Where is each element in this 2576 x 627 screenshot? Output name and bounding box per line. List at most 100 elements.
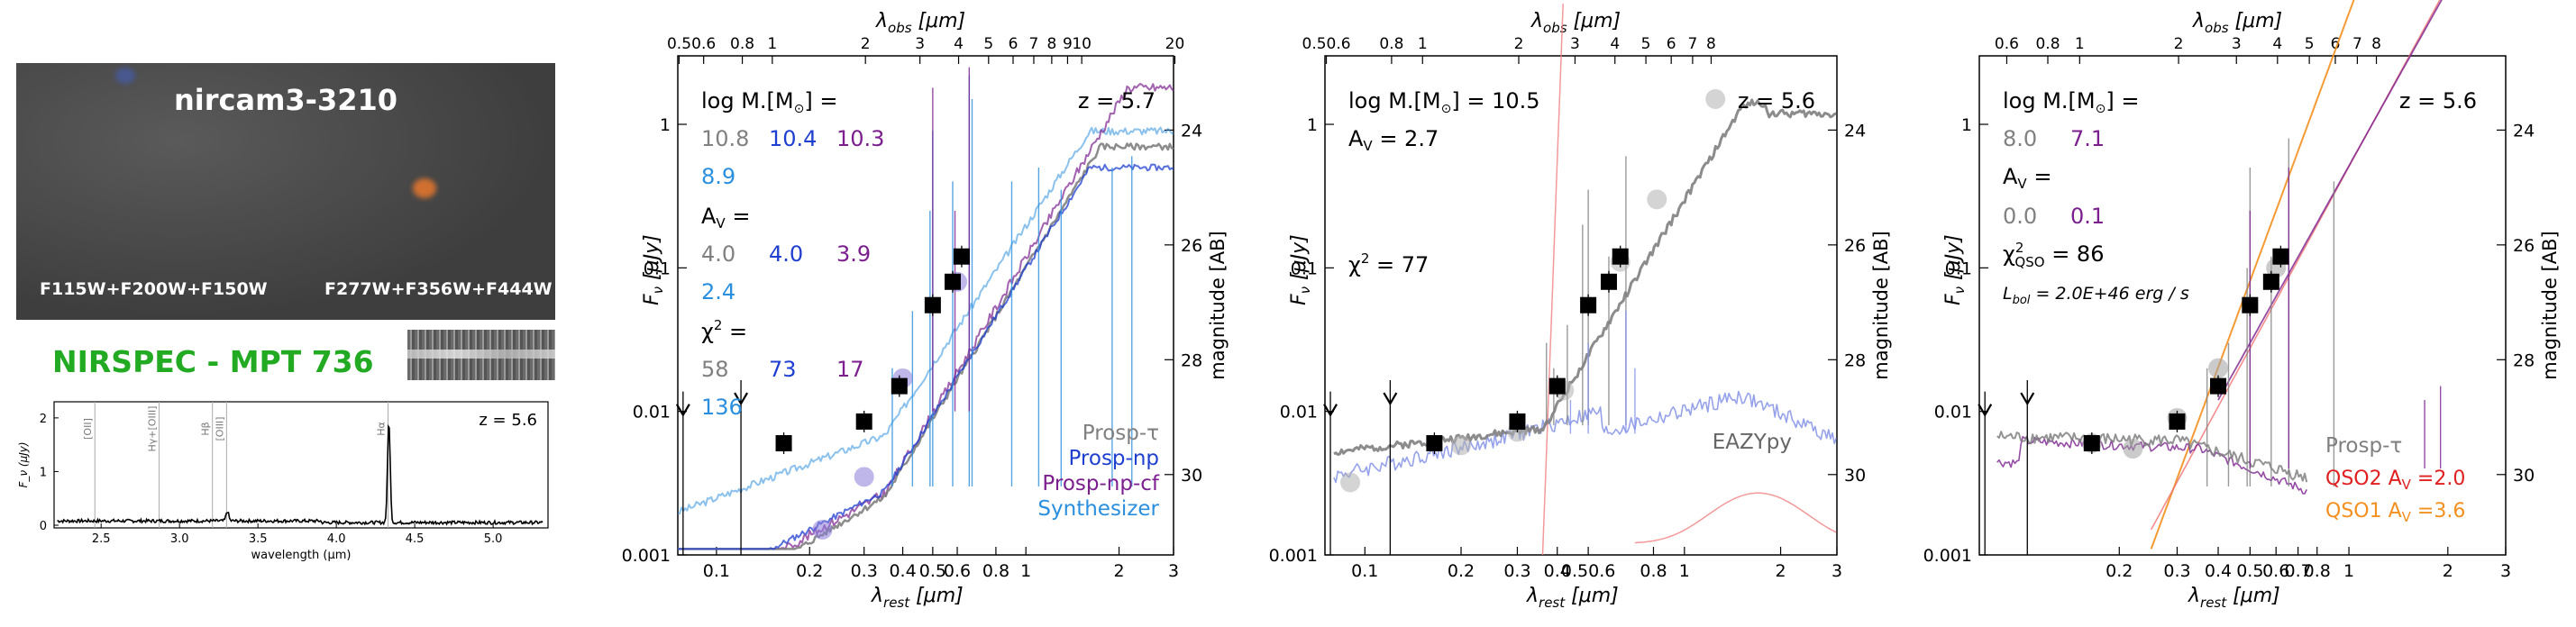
x-tick-label: 2 (2443, 561, 2453, 581)
x-tick-label: 0.3 (851, 561, 878, 581)
spectrum-y-tick-label: 2 (40, 413, 47, 426)
right-y-tick-label: 24 (1181, 121, 1202, 141)
photometry-point (924, 296, 941, 314)
top-x-tick-label: 7 (1029, 35, 1039, 53)
best-fit-sed-curve (1333, 98, 1837, 456)
top-x-tick-label: 2 (861, 35, 871, 53)
y-tick-label: 0.1 (1291, 259, 1318, 278)
photometry-point (1612, 248, 1629, 265)
x-tick-label: 0.50.6 (1561, 561, 1615, 581)
right-y-tick-label: 24 (2513, 121, 2535, 141)
model-point (812, 519, 833, 540)
model-point (2167, 407, 2188, 428)
chi-label: χ2 = 77 (1348, 250, 1429, 277)
legend-entry: Prosp-τ (1082, 422, 1159, 445)
spectrum-xlabel: wavelength (μm) (251, 549, 352, 562)
top-x-axis-label: λobs [μm] (875, 10, 965, 36)
mass-value: 8.9 (701, 164, 735, 189)
model-point (2081, 433, 2102, 454)
chi-label: χ2 QSO = 86 (2003, 240, 2104, 270)
x-tick-label: 1 (1679, 561, 1690, 581)
nircam-image-panel: nircam3-3210 F115W+F200W+F150W F277W+F35… (16, 63, 555, 320)
chi-value: 73 (769, 357, 797, 382)
spectrum-x-tick-label: 4.5 (406, 532, 425, 546)
eazypy-curve (1333, 390, 1838, 484)
x-tick-label: 0.2 (796, 561, 823, 581)
photometry-point (2272, 248, 2289, 265)
top-x-tick-label: 10 (1072, 35, 1092, 53)
av-label: AV = 2.7 (1348, 126, 1439, 154)
photometry-point (775, 435, 792, 452)
emission-line-label: Hβ (200, 422, 212, 435)
model-point (1705, 88, 1726, 109)
source-blob (413, 178, 436, 198)
model-point (2266, 258, 2287, 278)
chi-value: 58 (701, 357, 729, 382)
x-tick-label: 0.3 (1503, 561, 1530, 581)
right-y-tick-label: 24 (1844, 121, 1866, 141)
model-point (1451, 435, 1472, 456)
sed-panel-3: 0.2 0.3 0.4 0.50.60.70.8 1 2 30.0010.010.110.6… (1923, 0, 2561, 611)
plot-frame (677, 55, 1174, 556)
right-y-tick-label: 26 (1181, 236, 1202, 256)
top-x-tick-label: 4 (954, 35, 964, 53)
right-y-tick-label: 30 (1844, 466, 1866, 486)
y-tick-label: 1 (1307, 115, 1318, 135)
x-tick-label: 0.6 (2262, 561, 2289, 581)
y-tick-label: 1 (660, 115, 671, 135)
host-curve (1996, 435, 2307, 495)
right-filters-label: F277W+F356W+F444W (324, 279, 553, 299)
y-axis-label: Fν [μJy] (1288, 234, 1313, 305)
top-x-tick-label: 3 (1570, 35, 1580, 53)
photometry-point (1509, 413, 1526, 430)
x-tick-label: 0.7 (2284, 561, 2311, 581)
model-point (1507, 422, 1528, 442)
x-tick-label: 0.4 (889, 561, 916, 581)
spectrum-x-tick-label: 3.5 (249, 532, 268, 546)
x-tick-label: 2 (1776, 561, 1786, 581)
mass-header: log M.[M⊙] = (2003, 88, 2139, 116)
top-x-tick-label: 8 (2371, 35, 2381, 53)
top-x-tick-label: 5 (1641, 35, 1651, 53)
blue-blob (115, 68, 135, 84)
top-x-tick-label: 1 (2075, 35, 2085, 53)
photometry-point (1600, 273, 1617, 290)
x-axis-label: λrest [μm] (871, 585, 964, 611)
x-axis-label: λrest [μm] (2188, 585, 2280, 611)
top-x-tick-label: 2 (2174, 35, 2184, 53)
right-y-tick-label: 30 (2513, 466, 2535, 486)
x-tick-label: 3 (1832, 561, 1842, 581)
legend-entry: Prosp-τ (2325, 434, 2402, 458)
model-point (1647, 189, 1667, 210)
top-x-tick-label: 20 (1165, 35, 1185, 53)
photometry-point (891, 377, 908, 395)
right-y-tick-label: 28 (1181, 350, 1202, 370)
left-filters-label: F115W+F200W+F150W (40, 279, 268, 299)
y-tick-label: 0.01 (1280, 403, 1318, 423)
combined-curve (2217, 0, 2443, 401)
top-x-tick-label: 1 (1418, 35, 1428, 53)
photometry-point (855, 413, 872, 430)
prosp-tau-curve (678, 142, 1174, 550)
top-x-axis-label: λobs [μm] (1530, 10, 1621, 36)
model-point (1554, 380, 1575, 401)
top-x-tick-label: 5 (2305, 35, 2315, 53)
spectrum-x-tick-label: 4.0 (327, 532, 346, 546)
chi-header: χ2 = (701, 317, 747, 344)
av-value: 0.0 (2003, 204, 2037, 229)
right-y-tick-label: 26 (2513, 236, 2535, 256)
x-tick-label: 0.2 (1448, 561, 1475, 581)
x-tick-label: 0.8 (982, 561, 1009, 581)
spectrum-x-tick-label: 2.5 (92, 532, 111, 546)
spectrum-inset: [OII] Hγ+[OIII] Hβ [OIII] Hα z = 5.6 2.5 3.0 3.5… (17, 401, 549, 562)
spectrum-2d-thumbnail (407, 330, 555, 380)
y-tick-label: 0.1 (1945, 259, 1972, 278)
synthesizer-curve (677, 126, 1174, 515)
x-tick-label: 0.5 (919, 561, 946, 581)
top-x-tick-label: 0.8 (1379, 35, 1403, 53)
x-tick-label: 0.1 (703, 561, 730, 581)
top-x-tick-label: 7 (2352, 35, 2362, 53)
photometry-point (2210, 377, 2227, 395)
top-x-tick-label: 0.8 (2035, 35, 2060, 53)
chi-value: 136 (701, 395, 743, 420)
